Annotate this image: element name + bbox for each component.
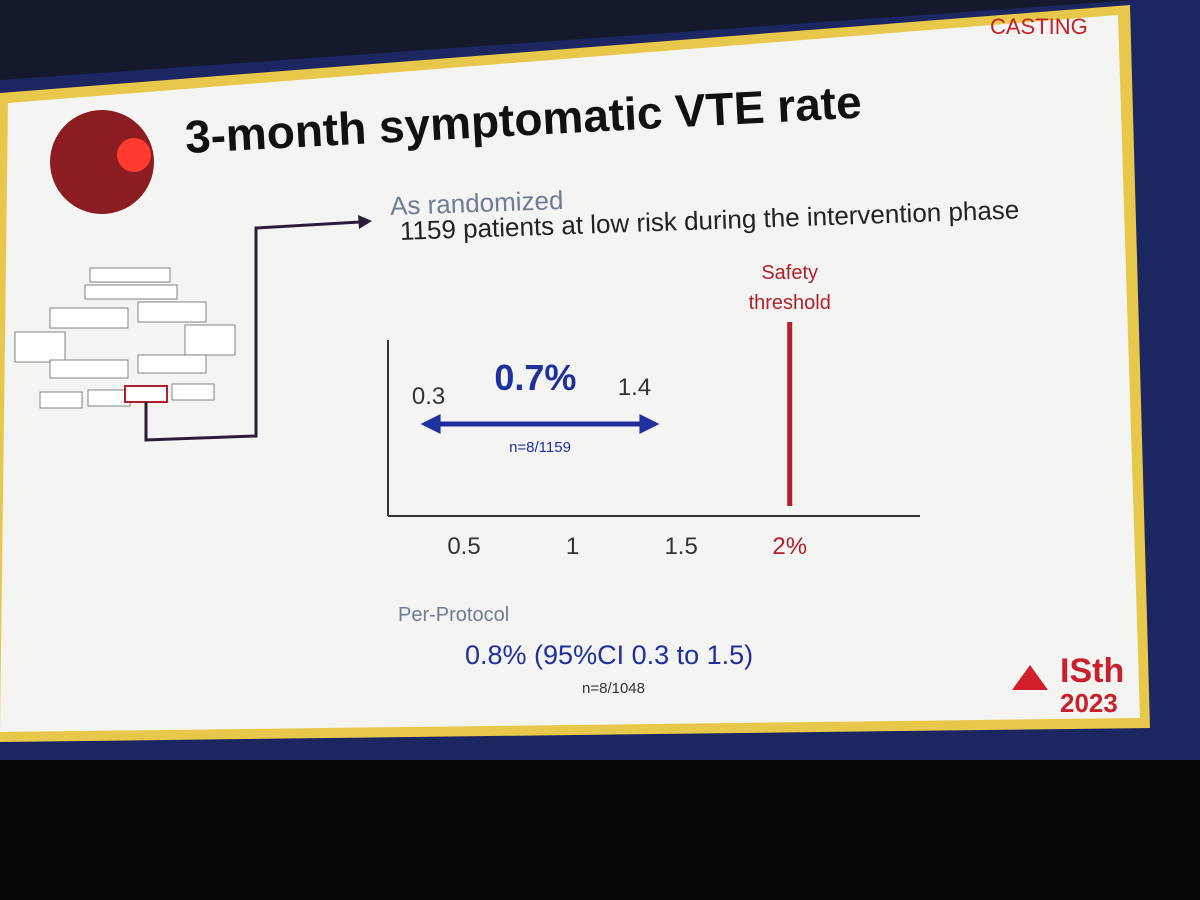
per-protocol-result: 0.8% (95%CI 0.3 to 1.5) [465, 640, 754, 670]
per-protocol-heading: Per-Protocol [398, 604, 510, 626]
flow-box-highlight [124, 385, 168, 403]
flow-box [87, 389, 131, 407]
maple-leaf [1012, 665, 1048, 690]
slide [0, 15, 1140, 732]
n-label: n=8/1159 [509, 439, 571, 456]
flow-box [49, 307, 129, 329]
flow-box [137, 301, 207, 323]
pointer-arrowhead [358, 215, 372, 229]
flowchart-thumbnail [14, 267, 236, 409]
flow-box [84, 284, 178, 300]
pointer-line [144, 220, 361, 442]
flow-box [184, 324, 236, 356]
flow-box [14, 331, 66, 363]
flow-box [137, 354, 207, 374]
ci-lower-head [420, 414, 441, 434]
x-tick-label: 0.5 [447, 533, 480, 560]
x-tick-label: 1 [566, 533, 579, 560]
flow-box [49, 359, 129, 379]
x-tick-label: 1.5 [664, 533, 697, 560]
upper-label: 1.4 [618, 374, 651, 401]
chart: 0.5 1 1.5 2% 0.3 1.4 0.7% n=8/1159 [387, 322, 920, 560]
per-protocol-n: n=8/1048 [582, 680, 645, 697]
ci-upper-head [639, 414, 660, 434]
estimate-label: 0.7% [494, 357, 576, 398]
blood-cell-highlight [117, 138, 151, 172]
logo: CASTING [990, 14, 1088, 39]
lower-label: 0.3 [412, 383, 445, 410]
congress-year: 2023 [1060, 688, 1118, 718]
blood-cell-image [50, 110, 154, 214]
flow-box [171, 383, 215, 401]
threshold-label: Safety threshold [748, 262, 831, 314]
flow-box [39, 391, 83, 409]
flow-box [89, 267, 171, 283]
congress-name: ISth [1060, 652, 1125, 690]
x-tick-label: 2% [772, 533, 807, 560]
